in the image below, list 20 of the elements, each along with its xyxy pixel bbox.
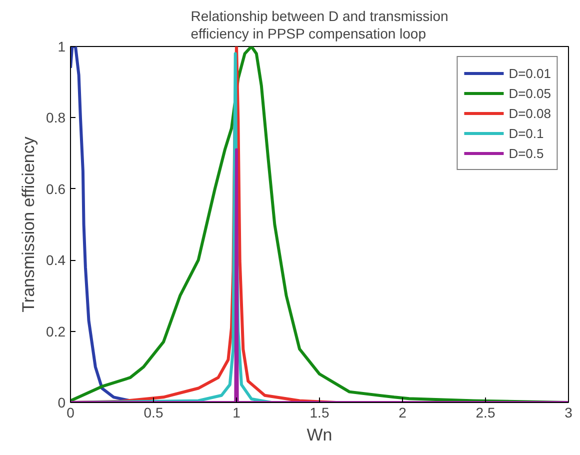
legend-label: D=0.05	[508, 86, 551, 100]
x-tick-label: 2	[398, 404, 407, 420]
y-tick-label: 0.4	[46, 252, 66, 268]
y-tick-label: 0.8	[46, 110, 66, 126]
x-tick-label: 1	[232, 404, 241, 420]
y-axis-title: Transmission efficiency	[19, 136, 38, 312]
x-tick-label: 3	[564, 404, 573, 420]
x-axis-title: Wn	[306, 426, 332, 444]
y-tick-label: 1	[58, 38, 66, 54]
y-tick-label: 0	[58, 394, 66, 410]
chart-title: Relationship between D and transmission efficiency in PPSP compensation loop	[190, 8, 448, 42]
x-tick-label: 1.5	[310, 404, 330, 420]
legend-label: D=0.08	[508, 106, 551, 120]
x-tick-label: 2.5	[476, 404, 496, 420]
legend-label: D=0.5	[508, 146, 544, 160]
y-tick-label: 0.2	[46, 323, 66, 340]
x-tick-label: 0.5	[144, 404, 164, 420]
legend-label: D=0.01	[508, 66, 551, 80]
y-tick-label: 0.6	[46, 180, 66, 197]
legend-label: D=0.1	[508, 126, 544, 140]
